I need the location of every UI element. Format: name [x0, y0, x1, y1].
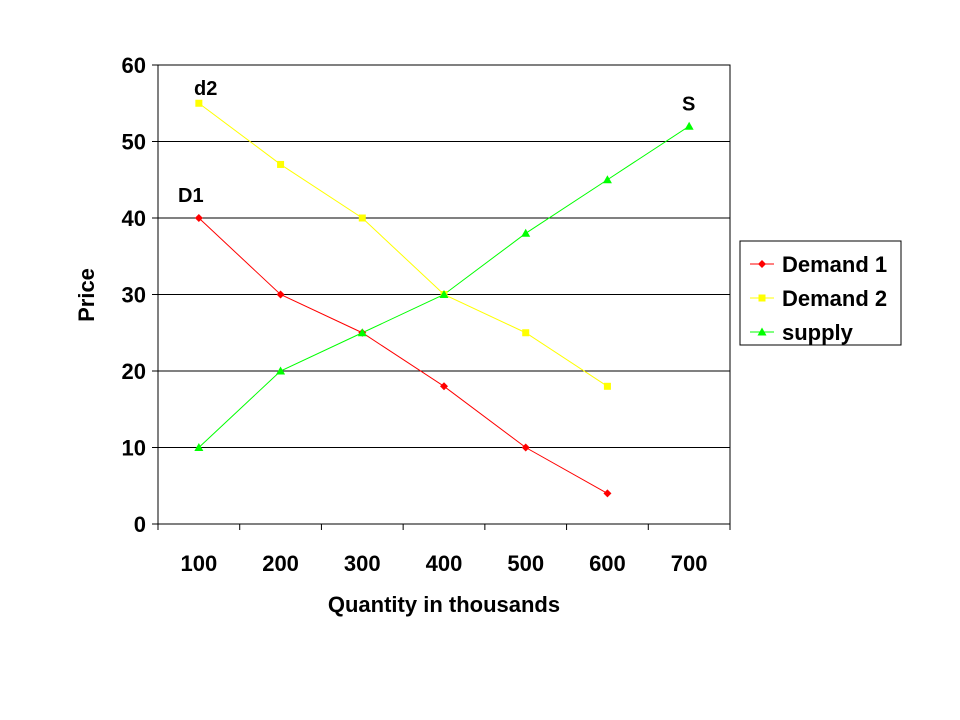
legend-marker	[758, 260, 766, 268]
legend: Demand 1 Demand 2 supply	[739, 240, 902, 346]
data-point	[602, 175, 612, 184]
legend-label: Demand 1	[782, 252, 887, 277]
series-markers	[194, 99, 694, 498]
data-point	[276, 290, 285, 299]
tick-labels: 0 10 20 30 40 50 60 100 200 300 400 500 600 700	[122, 53, 708, 576]
y-tick-label: 20	[122, 359, 146, 384]
annotation-label: S	[682, 93, 695, 115]
data-point	[522, 329, 530, 337]
data-point	[194, 443, 204, 451]
y-tick-label: 10	[122, 436, 146, 461]
data-point	[440, 382, 448, 391]
legend-marker	[757, 327, 767, 336]
legend-label: Demand 2	[782, 286, 887, 311]
data-point	[357, 328, 367, 337]
data-point	[276, 366, 286, 375]
data-point	[277, 160, 285, 168]
data-point	[603, 489, 612, 498]
x-tick-label: 100	[180, 551, 217, 576]
data-point	[603, 382, 611, 390]
axes	[152, 64, 731, 530]
legend-marker	[758, 294, 766, 302]
legend-box	[739, 240, 902, 346]
y-tick-label: 50	[122, 130, 146, 155]
annotation-label: D1	[178, 185, 204, 207]
annotation-label: d2	[194, 78, 217, 100]
data-point	[358, 214, 366, 222]
legend-label: supply	[782, 320, 854, 345]
annotations: d2 D1 S	[178, 78, 695, 207]
x-tick-label: 600	[589, 551, 626, 576]
data-point	[684, 121, 694, 130]
y-tick-label: 30	[122, 283, 146, 308]
x-tick-label: 300	[344, 551, 381, 576]
y-axis-title: Price	[74, 268, 99, 322]
x-tick-label: 500	[507, 551, 544, 576]
gridlines	[158, 64, 730, 448]
data-point	[521, 228, 531, 237]
data-point	[521, 443, 530, 452]
y-tick-label: 0	[134, 512, 146, 537]
x-tick-label: 400	[426, 551, 463, 576]
series-line-2	[198, 102, 608, 387]
data-point	[194, 214, 203, 222]
data-point	[439, 290, 449, 298]
x-tick-label: 200	[262, 551, 299, 576]
y-tick-label: 60	[122, 53, 146, 78]
y-tick-label: 40	[122, 206, 146, 231]
x-tick-label: 700	[671, 551, 708, 576]
data-point	[195, 99, 203, 107]
x-axis-title: Quantity in thousands	[328, 592, 560, 617]
series-line-1	[198, 217, 608, 494]
